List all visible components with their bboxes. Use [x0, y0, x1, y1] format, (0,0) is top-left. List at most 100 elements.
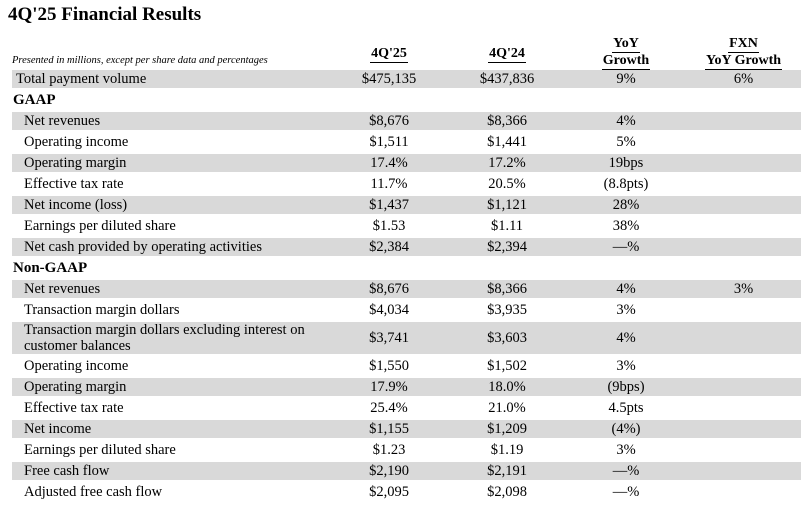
table-row: Net income (loss) $1,437 $1,121 28% — [12, 196, 801, 217]
value-yoy-growth: —% — [612, 463, 640, 479]
section-row: Non-GAAP — [12, 259, 801, 280]
value-4q25: 17.9% — [370, 379, 408, 395]
value-4q25: $8,676 — [369, 113, 409, 129]
value-yoy-growth: (8.8pts) — [603, 176, 649, 192]
value-4q24: $437,836 — [479, 71, 535, 87]
value-4q24: $2,394 — [487, 239, 527, 255]
table-row: Net revenues $8,676 $8,366 4% — [12, 112, 801, 133]
value-yoy-growth: 38% — [612, 218, 640, 234]
value-4q24: $3,935 — [487, 302, 527, 318]
row-label: Total payment volume — [16, 71, 147, 87]
row-label: Effective tax rate — [24, 176, 124, 192]
value-yoy-growth: 5% — [616, 134, 636, 150]
value-4q24: 21.0% — [488, 400, 526, 416]
value-4q24: $8,366 — [487, 281, 527, 297]
value-yoy-growth: 9% — [616, 71, 636, 87]
value-4q24: 17.2% — [488, 155, 526, 171]
value-4q24: $3,603 — [487, 330, 527, 346]
table-row: Operating income $1,511 $1,441 5% — [12, 133, 801, 154]
value-4q24: $2,191 — [487, 463, 527, 479]
value-yoy-growth: 4% — [616, 281, 636, 297]
value-4q25: $2,384 — [369, 239, 409, 255]
value-4q25: $475,135 — [361, 71, 417, 87]
column-header-fxn: FXN YoY Growth — [704, 36, 783, 70]
table-row: Effective tax rate 11.7% 20.5% (8.8pts) — [12, 175, 801, 196]
value-4q24: $1,121 — [487, 197, 527, 213]
value-4q25: 17.4% — [370, 155, 408, 171]
value-4q25: $1,550 — [369, 358, 409, 374]
value-4q25: 11.7% — [370, 176, 408, 192]
value-4q25: 25.4% — [370, 400, 408, 416]
value-4q25: $1,437 — [369, 197, 409, 213]
table-row: Total payment volume $475,135 $437,836 9… — [12, 70, 801, 91]
table-row: Free cash flow $2,190 $2,191 —% — [12, 462, 801, 483]
value-yoy-growth: 28% — [612, 197, 640, 213]
column-header-q24: 4Q'24 — [488, 46, 526, 63]
row-label: Net income (loss) — [24, 197, 128, 213]
row-label: Earnings per diluted share — [24, 218, 176, 234]
table-row: Transaction margin dollars excluding int… — [12, 322, 801, 357]
value-4q24: $1,441 — [487, 134, 527, 150]
value-4q24: $8,366 — [487, 113, 527, 129]
table-row: Adjusted free cash flow $2,095 $2,098 —% — [12, 483, 801, 504]
column-header-q25: 4Q'25 — [370, 46, 408, 63]
value-4q25: $1,511 — [369, 134, 409, 150]
row-label: Effective tax rate — [24, 400, 124, 416]
value-yoy-growth: (9bps) — [607, 379, 645, 395]
row-label: Net revenues — [24, 113, 101, 129]
financial-results-table: Presented in millions, except per share … — [12, 36, 801, 504]
table-row: Earnings per diluted share $1.53 $1.11 3… — [12, 217, 801, 238]
row-label: Earnings per diluted share — [24, 442, 176, 458]
value-yoy-growth: 19bps — [608, 155, 644, 171]
value-yoy-growth: 4.5pts — [608, 400, 644, 416]
row-label: Net income — [24, 421, 92, 437]
row-label: Operating margin — [24, 155, 127, 171]
table-row: Operating margin 17.9% 18.0% (9bps) — [12, 378, 801, 399]
row-label: Net revenues — [24, 281, 101, 297]
row-label: Non-GAAP — [13, 260, 88, 276]
value-4q25: $1.23 — [372, 442, 406, 458]
row-label: Operating margin — [24, 379, 127, 395]
row-label: Transaction margin dollars excluding int… — [24, 322, 305, 354]
column-header-yoy: YoY Growth — [601, 36, 651, 70]
row-label: Transaction margin dollars — [24, 302, 180, 318]
table-row: Net cash provided by operating activitie… — [12, 238, 801, 259]
section-row: GAAP — [12, 91, 801, 112]
page-title: 4Q'25 Financial Results — [8, 4, 202, 25]
value-4q25: $8,676 — [369, 281, 409, 297]
value-yoy-growth: (4%) — [611, 421, 641, 437]
value-4q25: $1.53 — [372, 218, 406, 234]
value-yoy-growth: —% — [612, 484, 640, 500]
table-row: Operating margin 17.4% 17.2% 19bps — [12, 154, 801, 175]
value-4q25: $2,190 — [369, 463, 409, 479]
table-row: Net income $1,155 $1,209 (4%) — [12, 420, 801, 441]
table-row: Net revenues $8,676 $8,366 4% 3% — [12, 280, 801, 301]
row-label: Free cash flow — [24, 463, 110, 479]
value-yoy-growth: 3% — [616, 302, 636, 318]
row-label: Operating income — [24, 134, 129, 150]
value-4q24: $1,209 — [487, 421, 527, 437]
financial-results-page: 4Q'25 Financial Results Presented in mil… — [0, 4, 811, 505]
units-note: Presented in millions, except per share … — [12, 55, 268, 66]
value-fxn-yoy-growth: 3% — [733, 281, 754, 297]
value-yoy-growth: 4% — [616, 330, 636, 346]
table-row: Effective tax rate 25.4% 21.0% 4.5pts — [12, 399, 801, 420]
table-row: Operating income $1,550 $1,502 3% — [12, 357, 801, 378]
value-4q24: $1.11 — [490, 218, 524, 234]
value-yoy-growth: 3% — [616, 442, 636, 458]
value-4q24: 20.5% — [488, 176, 526, 192]
value-4q25: $2,095 — [369, 484, 409, 500]
row-label: Net cash provided by operating activitie… — [24, 239, 262, 255]
value-4q24: 18.0% — [488, 379, 526, 395]
value-4q25: $4,034 — [369, 302, 409, 318]
table-body: Total payment volume $475,135 $437,836 9… — [12, 70, 801, 504]
row-label: Adjusted free cash flow — [24, 484, 163, 500]
value-yoy-growth: 4% — [616, 113, 636, 129]
value-yoy-growth: —% — [612, 239, 640, 255]
row-label: Operating income — [24, 358, 129, 374]
value-4q24: $1,502 — [487, 358, 527, 374]
row-label: GAAP — [13, 92, 56, 108]
table-row: Earnings per diluted share $1.23 $1.19 3… — [12, 441, 801, 462]
value-4q25: $1,155 — [369, 421, 409, 437]
table-header-row: Presented in millions, except per share … — [12, 36, 801, 70]
